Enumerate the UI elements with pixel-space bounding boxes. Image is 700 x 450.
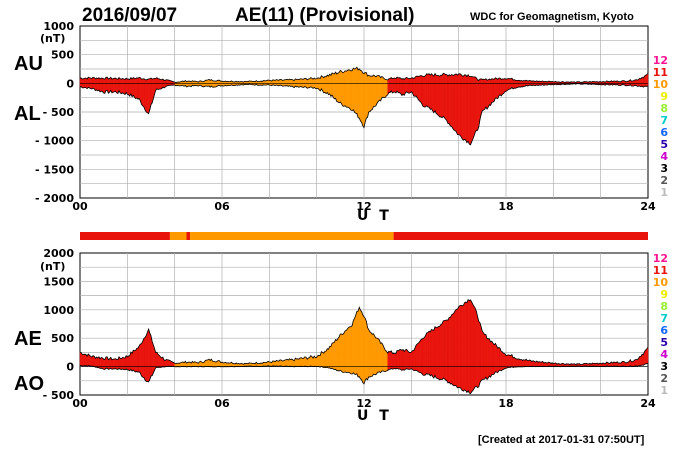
legend-hour-label: 9 <box>660 90 668 103</box>
y-tick-label: - 500 <box>43 106 75 119</box>
al-label: AL <box>14 103 41 125</box>
bottom-areas <box>79 299 649 395</box>
top-x-ticks: 00 06 12 18 24 <box>72 200 656 213</box>
x-tick-label: 06 <box>214 397 230 410</box>
status-bar <box>80 232 648 240</box>
y-tick-label: 1000 <box>43 20 74 33</box>
top-panel: 1000 500 0 - 500 - 1000 - 1500 - 2000 00 06 12 18… <box>14 20 656 224</box>
bottom-y-ticks: 2000 1500 1000 500 0 - 500 <box>43 247 75 402</box>
legend-hour-label: 8 <box>660 300 668 313</box>
y-tick-label: 2000 <box>43 247 74 260</box>
legend-hour-label: 11 <box>653 264 668 277</box>
area-segment <box>646 72 649 87</box>
y-tick-label: 500 <box>51 332 74 345</box>
legend-hour-label: 12 <box>653 252 668 265</box>
legend-hour-label: 6 <box>660 126 668 139</box>
status-segment <box>169 232 187 240</box>
bottom-x-ticks: 00 06 12 18 24 <box>72 397 656 410</box>
x-tick-label: 00 <box>72 200 88 213</box>
series-line-al <box>80 83 649 146</box>
legend-hour-label: 10 <box>653 276 669 289</box>
date-title: 2016/09/07 <box>82 5 177 26</box>
legend-hour-label: 2 <box>660 174 668 187</box>
legend-hour-label: 5 <box>660 336 668 349</box>
y-tick-label: 0 <box>66 361 74 374</box>
status-segment <box>80 232 170 240</box>
bottom-panel: 2000 1500 1000 500 0 - 500 00 06 12 18 24 (nT) AE… <box>14 247 656 424</box>
bottom-xlabel: U T <box>357 408 392 424</box>
x-tick-label: 24 <box>640 397 656 410</box>
series-line-au <box>79 66 649 84</box>
au-label: AU <box>14 53 43 75</box>
legend-hour-label: 4 <box>660 150 668 163</box>
index-title: AE(11) (Provisional) <box>235 5 415 26</box>
top-xlabel: U T <box>357 208 392 224</box>
x-tick-label: 18 <box>498 200 513 213</box>
legend-hour-label: 7 <box>660 114 668 127</box>
legend-hour-label: 1 <box>660 186 668 199</box>
top-unit-label: (nT) <box>40 32 65 45</box>
status-segment <box>186 232 191 240</box>
top-areas <box>79 66 649 146</box>
y-tick-label: - 500 <box>43 389 75 402</box>
y-tick-label: 1500 <box>43 275 74 288</box>
legend-hour-label: 6 <box>660 324 668 337</box>
top-grid <box>80 26 648 198</box>
x-tick-label: 06 <box>214 200 230 213</box>
y-tick-label: - 2000 <box>35 192 74 205</box>
x-tick-label: 12 <box>356 200 371 213</box>
legend-hour-label: 2 <box>660 372 668 385</box>
created-timestamp: [Created at 2017-01-31 07:50UT] <box>478 434 645 446</box>
series-line-ae <box>79 299 649 366</box>
legend-hour-label: 1 <box>660 384 668 397</box>
legend-hour-label: 12 <box>653 54 668 67</box>
legend-hour-label: 8 <box>660 102 668 115</box>
y-tick-label: - 1000 <box>35 135 74 148</box>
ae-label: AE <box>14 328 42 350</box>
top-y-ticks: 1000 500 0 - 500 - 1000 - 1500 - 2000 <box>35 20 74 205</box>
bottom-unit-label: (nT) <box>40 260 65 273</box>
source-label: WDC for Geomagnetism, Kyoto <box>470 11 634 23</box>
legend-hour-label: 10 <box>653 78 669 91</box>
x-tick-label: 00 <box>72 397 88 410</box>
x-tick-label: 24 <box>640 200 656 213</box>
legend-hour-label: 3 <box>660 360 668 373</box>
y-tick-label: 0 <box>66 77 74 90</box>
legend-hour-label: 3 <box>660 162 668 175</box>
ao-label: AO <box>14 373 44 395</box>
legend-hour-label: 5 <box>660 138 668 151</box>
area-segment <box>646 346 649 365</box>
y-tick-label: - 1500 <box>35 163 74 176</box>
legend-hour-label: 11 <box>653 66 668 79</box>
status-segment <box>393 232 648 240</box>
y-tick-label: 1000 <box>43 304 74 317</box>
legend-hour-label: 7 <box>660 312 668 325</box>
x-tick-label: 18 <box>498 397 513 410</box>
status-segment <box>190 232 394 240</box>
y-tick-label: 500 <box>51 49 74 62</box>
legend-hour-label: 4 <box>660 348 668 361</box>
x-tick-label: 12 <box>356 397 371 410</box>
legend-hour-label: 9 <box>660 288 668 301</box>
